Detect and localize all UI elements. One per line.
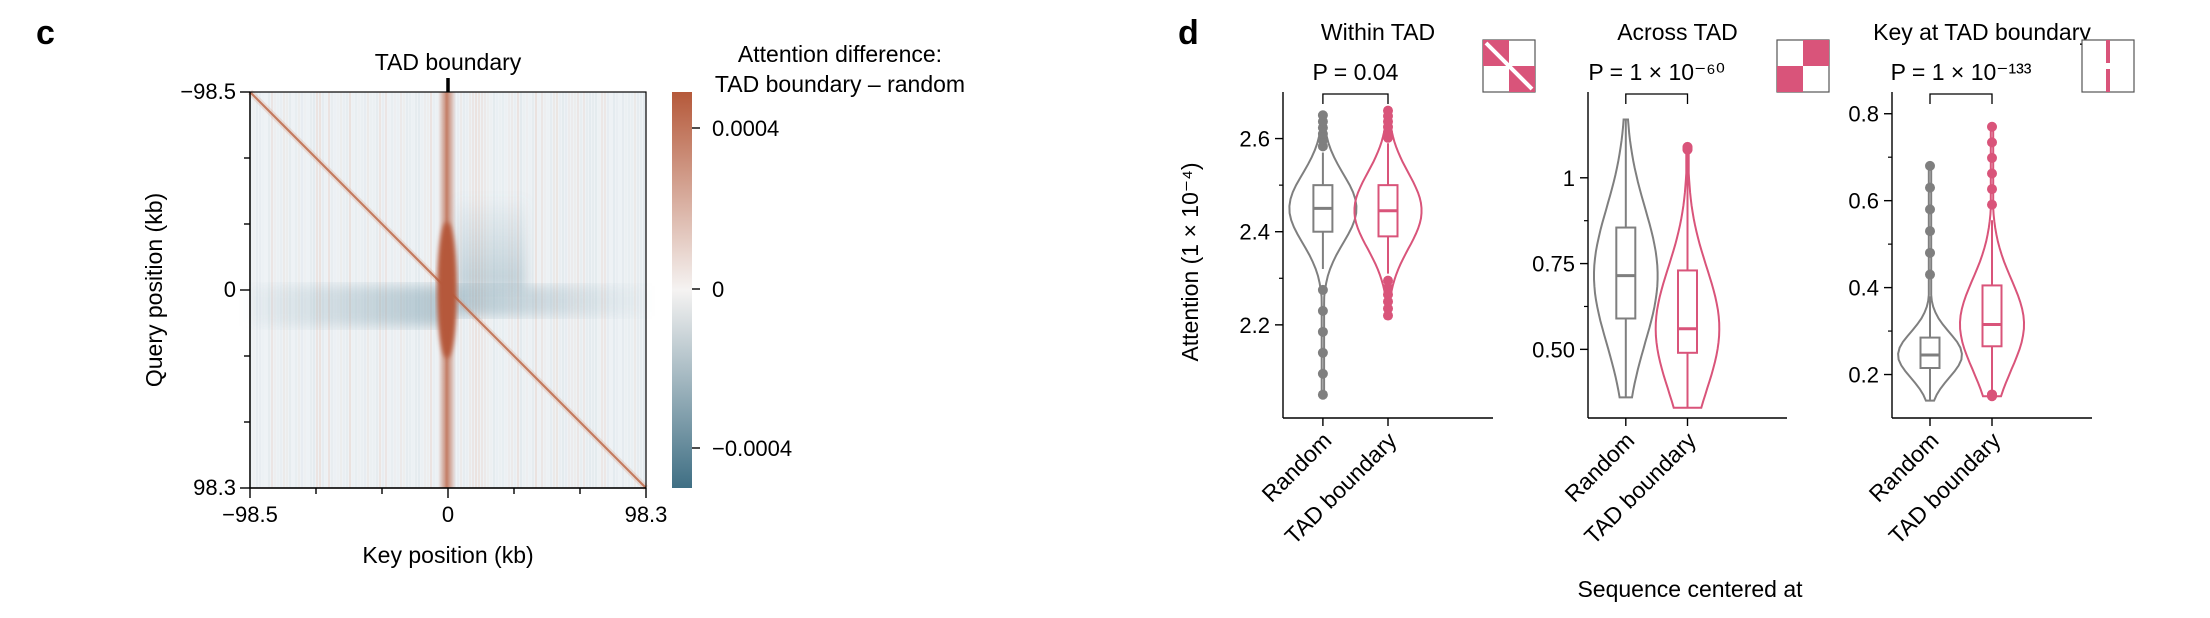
violin-y-tick-label: 2.6 xyxy=(1239,127,1270,152)
violin-y-tick-label: 0.50 xyxy=(1532,337,1575,362)
violin-random xyxy=(1897,160,1963,402)
outlier-point xyxy=(1383,296,1393,307)
heatmap-x-tick-label: 98.3 xyxy=(625,502,668,527)
tad-boundary-marker-label: TAD boundary xyxy=(375,49,522,75)
inset-schematic-key xyxy=(2081,39,2135,93)
violin-y-tick-label: 0.75 xyxy=(1532,252,1575,277)
p-value-label: P = 0.04 xyxy=(1312,59,1398,85)
outlier-point xyxy=(1987,184,1997,195)
outlier-point xyxy=(1682,141,1693,152)
violin-panel-title: Across TAD xyxy=(1617,19,1738,45)
violin-y-tick-label: 0.8 xyxy=(1848,102,1879,127)
outlier-point xyxy=(1987,152,1997,163)
heatmap-negative-band-upper xyxy=(456,200,526,288)
violin-category-label: TAD boundary xyxy=(1279,427,1401,549)
heatmap-negative-band-left xyxy=(250,286,444,326)
iqr-box xyxy=(1677,269,1698,354)
violin-panel-title: Key at TAD boundary xyxy=(1873,19,2091,45)
outlier-point xyxy=(1925,182,1935,193)
violin-tad-boundary xyxy=(1353,105,1423,321)
violin-outline xyxy=(1593,118,1659,399)
violin-y-tick-label: 0.4 xyxy=(1848,276,1879,301)
outlier-point xyxy=(1925,269,1935,280)
violin-y-tick-label: 0.2 xyxy=(1848,363,1879,388)
colorbar-tick-label: −0.0004 xyxy=(712,436,792,461)
outlier-point xyxy=(1987,137,1997,148)
heatmap-x-axis-label: Key position (kb) xyxy=(362,542,533,568)
colorbar-tick-label: 0.0004 xyxy=(712,116,779,141)
outlier-point xyxy=(1317,347,1328,358)
significance-bracket xyxy=(1625,93,1689,104)
outlier-point xyxy=(1317,368,1328,379)
colorbar-title-line1: Attention difference: xyxy=(738,41,942,67)
violin-y-tick-label: 0.6 xyxy=(1848,189,1879,214)
violin-category-label: TAD boundary xyxy=(1883,427,2005,549)
heatmap-negative-band-right xyxy=(450,286,646,316)
outlier-point xyxy=(1383,275,1393,286)
outlier-point xyxy=(1383,310,1393,321)
outlier-point xyxy=(1383,303,1393,314)
violin-y-axis-label: Attention (1 × 10⁻⁴) xyxy=(1177,162,1203,361)
violin-random xyxy=(1593,118,1659,399)
violin-random xyxy=(1288,110,1358,400)
iqr-box xyxy=(1919,336,1941,370)
panel-d-letter: d xyxy=(1178,14,1199,52)
heatmap-y-axis: −98.5 0 98.3 Query position (kb) xyxy=(141,79,251,500)
outlier-point xyxy=(1383,282,1393,293)
violin-panel-title: Within TAD xyxy=(1321,19,1435,45)
colorbar: Attention difference: TAD boundary – ran… xyxy=(672,41,965,488)
heatmap xyxy=(247,89,649,491)
outlier-point xyxy=(1987,121,1997,132)
heatmap-x-axis: −98.5 0 98.3 Key position (kb) xyxy=(222,487,668,568)
violin-x-axis-label: Sequence centered at xyxy=(1577,576,1803,602)
colorbar-gradient xyxy=(672,92,692,488)
heatmap-y-axis-label: Query position (kb) xyxy=(141,193,167,387)
outlier-point xyxy=(1925,226,1935,237)
outlier-point xyxy=(1925,247,1935,258)
outlier-point xyxy=(1987,199,1997,210)
outlier-point xyxy=(1925,204,1935,215)
outlier-point xyxy=(1317,389,1328,400)
violin-y-tick-label: 2.4 xyxy=(1239,220,1270,245)
iqr-box xyxy=(1981,284,2003,348)
violin-tad-boundary xyxy=(1958,121,2026,402)
outlier-point xyxy=(1987,391,1997,402)
outlier-point xyxy=(1317,305,1328,316)
iqr-box xyxy=(1615,226,1637,320)
violin-panel-3: 0.2 0.4 0.6 0.8 Key at TAD boundary P = 1 × 1… xyxy=(1848,19,2135,549)
inset-schematic-across xyxy=(1776,39,1830,93)
significance-bracket xyxy=(1929,93,1993,104)
heatmap-y-tick-label: 98.3 xyxy=(193,475,236,500)
heatmap-x-tick-label: −98.5 xyxy=(222,502,278,527)
outlier-point xyxy=(1317,284,1328,295)
violin-y-tick-label: 1 xyxy=(1563,166,1575,191)
outlier-point xyxy=(1925,160,1935,171)
violin-category-label: TAD boundary xyxy=(1579,427,1701,549)
significance-bracket xyxy=(1322,93,1389,104)
p-value-label: P = 1 × 10⁻¹³³ xyxy=(1891,59,2032,85)
heatmap-y-tick-label: 0 xyxy=(224,277,236,302)
violin-y-tick-label: 2.2 xyxy=(1239,313,1270,338)
outlier-point xyxy=(1987,168,1997,179)
outlier-point xyxy=(1383,289,1393,300)
colorbar-title-line2: TAD boundary – random xyxy=(715,71,965,97)
colorbar-tick-label: 0 xyxy=(712,277,724,302)
heatmap-x-tick-label: 0 xyxy=(442,502,454,527)
inset-schematic-within xyxy=(1482,39,1536,93)
violin-tad-boundary xyxy=(1654,141,1721,409)
p-value-label: P = 1 × 10⁻⁶⁰ xyxy=(1588,59,1725,85)
outlier-point xyxy=(1383,105,1393,116)
heatmap-boundary-hotspot xyxy=(437,222,457,358)
outlier-point xyxy=(1317,326,1328,337)
panel-c-letter: c xyxy=(36,14,55,52)
heatmap-y-tick-label: −98.5 xyxy=(180,79,236,104)
outlier-point xyxy=(1317,110,1328,121)
